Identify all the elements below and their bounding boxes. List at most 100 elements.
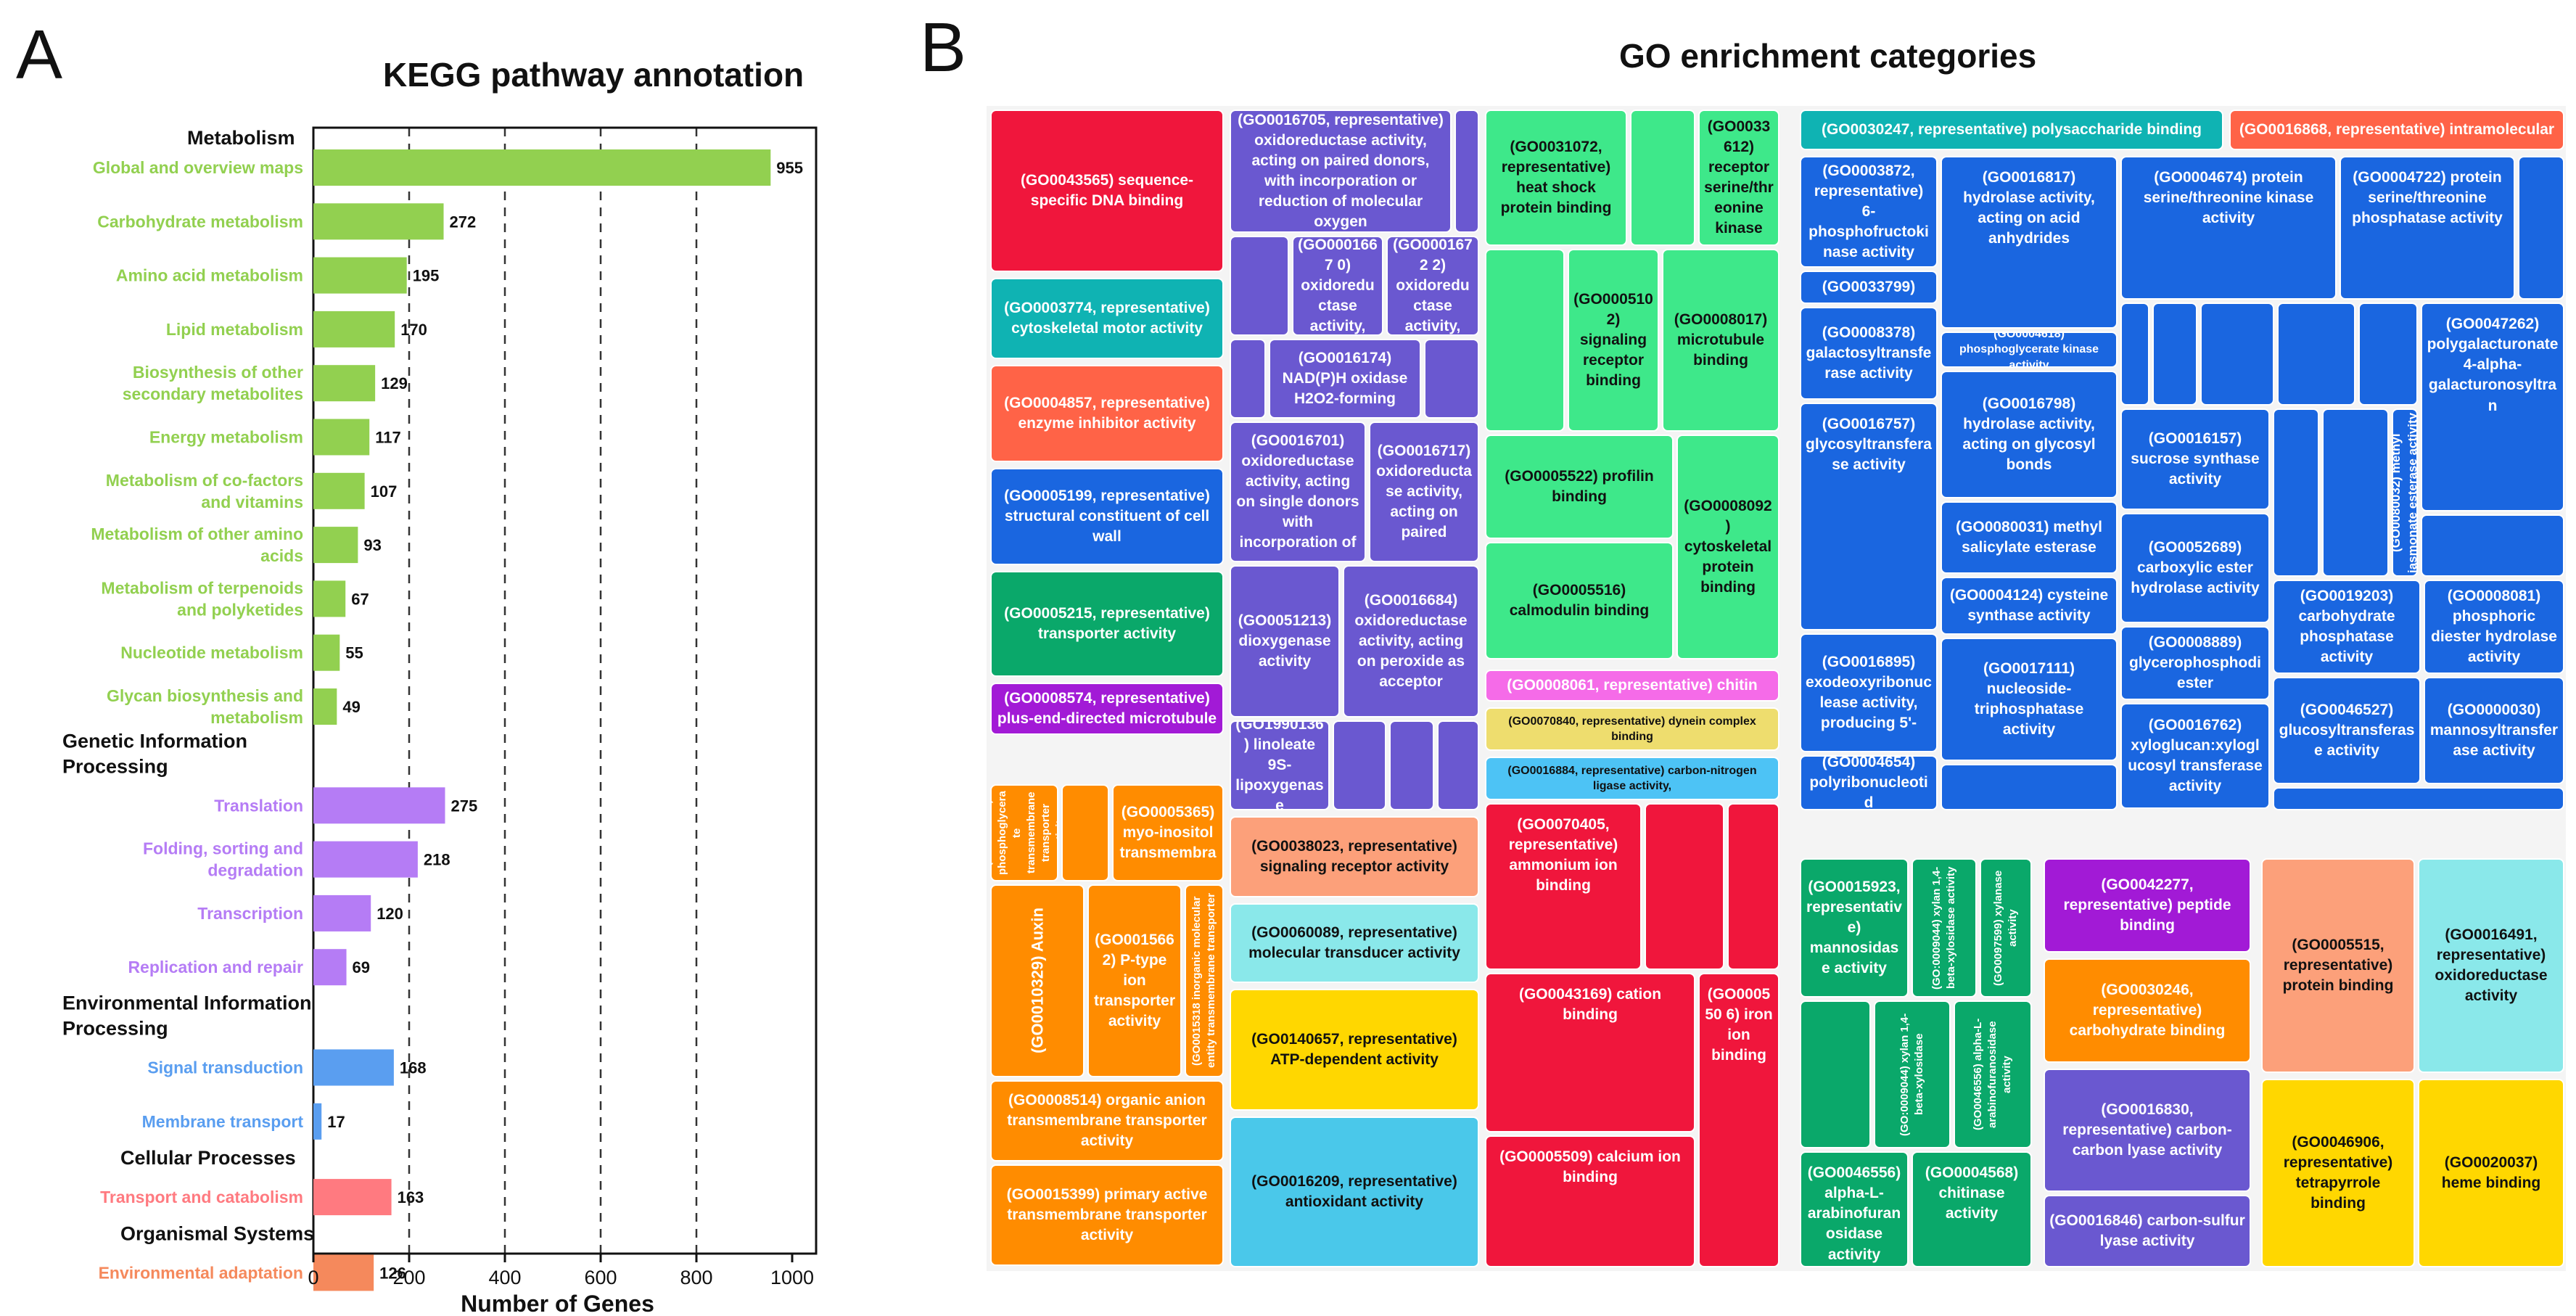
treemap-tile[interactable]: (GO0008017) microtubule binding xyxy=(1662,249,1779,432)
treemap-tile[interactable]: (GO:0009044) xylan 1,4-beta-xylosidase xyxy=(1874,1000,1951,1148)
treemap-tile-unlabeled[interactable] xyxy=(1727,803,1779,970)
treemap-tile[interactable]: (GO0016701) oxidoreductase activity, act… xyxy=(1230,421,1366,562)
treemap-tile[interactable]: (GO0016209, representative) antioxidant … xyxy=(1230,1116,1479,1267)
treemap-tile[interactable]: (GO0052689) carboxylic ester hydrolase a… xyxy=(2120,513,2270,623)
treemap-tile[interactable]: (GO0015318 inorganic molecular entity tr… xyxy=(1185,884,1224,1077)
treemap-tile[interactable]: (GO0016762) xyloglucan:xyloglucosyl tran… xyxy=(2120,703,2270,809)
treemap-tile[interactable]: (GO0004674) protein serine/threonine kin… xyxy=(2120,156,2337,300)
treemap-tile[interactable]: (GO0010329) Auxin xyxy=(990,884,1085,1077)
treemap-tile[interactable]: (GO0004618) phosphoglycerate kinase acti… xyxy=(1941,332,2118,368)
treemap-tile[interactable]: (GO0031072, representative) heat shock p… xyxy=(1485,110,1627,246)
treemap-tile[interactable]: (GO0005516) calmodulin binding xyxy=(1485,542,1674,659)
treemap-tile[interactable]: (GO0004654) polyribonucleotid xyxy=(1800,755,1938,810)
treemap-tile[interactable]: (GO0005522) profilin binding xyxy=(1485,435,1674,539)
treemap-tile[interactable]: (GO0004568) chitinase activity xyxy=(1912,1151,2032,1267)
treemap-tile[interactable]: (GO0001672 2) oxidoreductase activity, xyxy=(1386,236,1479,336)
treemap-tile-unlabeled[interactable] xyxy=(1454,110,1479,233)
treemap-tile-unlabeled[interactable] xyxy=(2200,303,2274,406)
treemap-tile-unlabeled[interactable] xyxy=(1230,236,1289,336)
treemap-tile[interactable]: (GO0004722) protein serine/threonine pho… xyxy=(2340,156,2515,300)
treemap-tile-unlabeled[interactable] xyxy=(1230,339,1266,419)
treemap-tile[interactable]: (GO0043169) cation binding xyxy=(1485,973,1695,1132)
treemap-tile[interactable]: (GO0097599) xylanase activity xyxy=(1980,858,2032,998)
treemap-tile[interactable]: (GO0060089, representative) molecular tr… xyxy=(1230,903,1479,983)
treemap-tile-unlabeled[interactable] xyxy=(1389,720,1434,810)
treemap-tile[interactable]: (GO0016157) sucrose synthase activity xyxy=(2120,408,2270,510)
treemap-tile[interactable]: (GO0008061, representative) chitin xyxy=(1485,670,1779,702)
treemap-tile[interactable]: (GO0008574, representative) plus-end-dir… xyxy=(990,683,1224,735)
treemap-tile[interactable]: (GO0047262) polygalacturonate 4-alpha-ga… xyxy=(2421,303,2564,511)
treemap-tile-unlabeled[interactable] xyxy=(2273,787,2564,810)
treemap-tile[interactable]: (GO0070840, representative) dynein compl… xyxy=(1485,707,1779,751)
treemap-tile[interactable]: (GO0015662) P-type ion transporter activ… xyxy=(1087,884,1182,1077)
treemap-tile[interactable]: (GO0008378) galactosyltransferase activi… xyxy=(1800,307,1938,400)
treemap-tile[interactable]: (GO0016846) carbon-sulfur lyase activity xyxy=(2044,1195,2251,1267)
treemap-tile-unlabeled[interactable] xyxy=(2120,303,2149,406)
treemap-tile[interactable]: (GO0008889) glycerophosphodiester xyxy=(2120,626,2270,700)
treemap-tile[interactable]: (GO0080032) methyl jasmonate esterase ac… xyxy=(2392,408,2418,577)
treemap-tile[interactable]: (GO0003774, representative) cytoskeletal… xyxy=(990,278,1224,359)
treemap-tile[interactable]: (GO0008092) cytoskeletal protein binding xyxy=(1676,435,1779,659)
treemap-tile[interactable]: (GO0016684) oxidoreductase activity, act… xyxy=(1343,565,1479,717)
treemap-tile[interactable]: (GO0046527) glucosyltransferase activity xyxy=(2273,677,2421,784)
treemap-tile[interactable]: (GO0016830, representative) carbon-carbo… xyxy=(2044,1069,2251,1192)
treemap-tile-unlabeled[interactable] xyxy=(2152,303,2197,406)
treemap-tile-unlabeled[interactable] xyxy=(1645,803,1724,970)
treemap-tile[interactable]: (GO0043565) sequence-specific DNA bindin… xyxy=(990,110,1224,272)
treemap-tile-unlabeled[interactable] xyxy=(1800,1000,1871,1148)
treemap-tile[interactable]: (GO:0009044) xylan 1,4-beta-xylosidase a… xyxy=(1912,858,1977,998)
treemap-tile[interactable]: (GO0070405, representative) ammonium ion… xyxy=(1485,803,1642,970)
treemap-tile-unlabeled[interactable] xyxy=(1437,720,1479,810)
treemap-tile[interactable]: (GO0016798) hydrolase activity, acting o… xyxy=(1941,371,2118,498)
treemap-tile[interactable]: (GO0005509) calcium ion binding xyxy=(1485,1135,1695,1267)
treemap-tile[interactable]: (GO0046556) alpha-L-arabinofuranosidase … xyxy=(1954,1000,2032,1148)
treemap-tile-unlabeled[interactable] xyxy=(1424,339,1479,419)
treemap-tile[interactable]: (GO000510 2) signaling receptor binding xyxy=(1568,249,1659,432)
treemap-tile[interactable]: (GO0000030) mannosyltransferase activity xyxy=(2424,677,2564,784)
treemap-tile-unlabeled[interactable] xyxy=(1333,720,1386,810)
treemap-tile[interactable]: (GO0080031) methyl salicylate esterase xyxy=(1941,501,2118,574)
treemap-tile[interactable]: (GO0030246, representative) carbohydrate… xyxy=(2044,958,2251,1063)
treemap-tile[interactable]: (GO0015131) phosphoglycerate transmembra… xyxy=(990,784,1058,881)
treemap-tile[interactable]: (GO0019203) carbohydrate phosphatase act… xyxy=(2273,580,2421,674)
treemap-tile[interactable]: (GO1990136) linoleate 9S-lipoxygenase xyxy=(1230,720,1330,810)
treemap-tile[interactable]: (GO0016491, representative) oxidoreducta… xyxy=(2418,858,2564,1073)
treemap-tile[interactable]: (GO0016884, representative) carbon-nitro… xyxy=(1485,757,1779,800)
treemap-tile[interactable]: (GO0004124) cysteine synthase activity xyxy=(1941,577,2118,635)
treemap-tile-unlabeled[interactable] xyxy=(2277,303,2355,406)
treemap-tile[interactable]: (GO0005365) myo-inositol transmembra xyxy=(1112,784,1224,881)
treemap-tile-unlabeled[interactable] xyxy=(1941,764,2118,810)
treemap-tile-unlabeled[interactable] xyxy=(1061,784,1109,881)
treemap-tile[interactable]: (GO0005199, representative) structural c… xyxy=(990,468,1224,565)
treemap-tile-unlabeled[interactable] xyxy=(2273,408,2319,577)
treemap-tile[interactable]: (GO0016757) glycosyltransferase activity xyxy=(1800,403,1938,630)
treemap-tile[interactable]: (GO0046556) alpha-L-arabinofuranosidase … xyxy=(1800,1151,1909,1267)
treemap-tile[interactable]: (GO0015923, representative) mannosidase … xyxy=(1800,858,1909,998)
treemap-tile[interactable]: (GO0004857, representative) enzyme inhib… xyxy=(990,365,1224,462)
treemap-tile[interactable]: (GO0046906, representative) tetrapyrrole… xyxy=(2261,1079,2415,1267)
treemap-tile[interactable]: (GO0042277, representative) peptide bind… xyxy=(2044,858,2251,953)
treemap-tile[interactable]: (GO0016895) exodeoxyribonuclease activit… xyxy=(1800,633,1938,752)
treemap-tile[interactable]: (GO0016868, representative) intramolecul… xyxy=(2229,110,2564,150)
treemap-tile[interactable]: (GO0038023, representative) signaling re… xyxy=(1230,816,1479,897)
treemap-tile[interactable]: (GO0008514) organic anion transmembrane … xyxy=(990,1080,1224,1161)
treemap-tile[interactable]: (GO0001667 0) oxidoreductase activity, xyxy=(1292,236,1383,336)
treemap-tile[interactable]: (GO0030247, representative) polysacchari… xyxy=(1800,110,2223,150)
treemap-tile[interactable]: (GO0051213) dioxygenase activity xyxy=(1230,565,1340,717)
treemap-tile[interactable]: (GO0005215, representative) transporter … xyxy=(990,571,1224,677)
treemap-tile-unlabeled[interactable] xyxy=(2421,514,2564,577)
treemap-tile-unlabeled[interactable] xyxy=(2518,156,2564,300)
treemap-tile[interactable]: (GO0003872, representative) 6-phosphofru… xyxy=(1800,156,1938,268)
treemap-tile-unlabeled[interactable] xyxy=(1630,110,1695,246)
treemap-tile-unlabeled[interactable] xyxy=(1485,249,1565,432)
treemap-tile[interactable]: (GO0008081) phosphoric diester hydrolase… xyxy=(2424,580,2564,674)
treemap-tile[interactable]: (GO0015399) primary active transmembrane… xyxy=(990,1164,1224,1266)
treemap-tile[interactable]: (GO0005515, representative) protein bind… xyxy=(2261,858,2415,1073)
treemap-tile[interactable]: (GO0016717) oxidoreductase activity, act… xyxy=(1369,421,1479,562)
treemap-tile[interactable]: (GO0016174) NAD(P)H oxidase H2O2-forming xyxy=(1269,339,1421,419)
treemap-tile[interactable]: (GO0033799) xyxy=(1800,271,1938,304)
treemap-tile[interactable]: (GO000550 6) iron ion binding xyxy=(1698,973,1779,1267)
treemap-tile[interactable]: (GO0017111) nucleoside-triphosphatase ac… xyxy=(1941,638,2118,761)
treemap-tile[interactable]: (GO0140657, representative) ATP-dependen… xyxy=(1230,989,1479,1111)
treemap-tile[interactable]: (GO0016705, representative) oxidoreducta… xyxy=(1230,110,1452,233)
